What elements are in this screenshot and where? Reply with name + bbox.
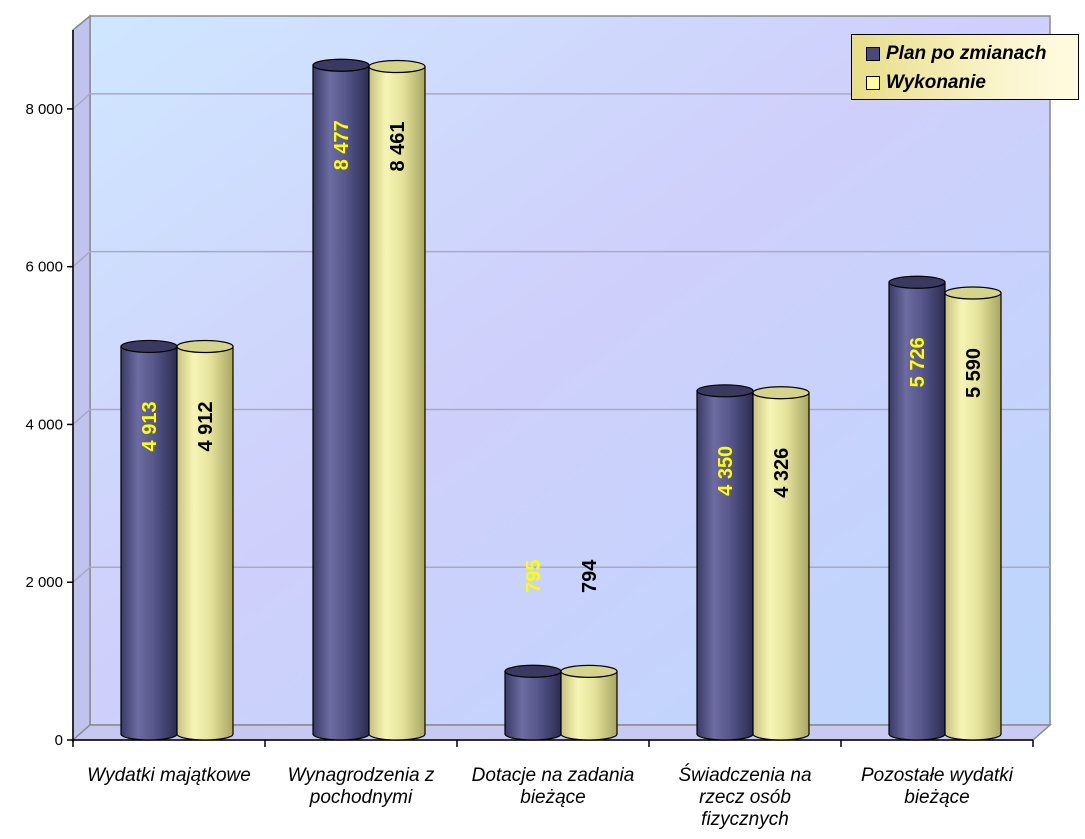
- category-label-line: fizycznych: [701, 809, 789, 830]
- data-label-plan: 4 913: [139, 401, 161, 451]
- bar-plan: [312, 58, 370, 741]
- bar-top-plan: [504, 664, 562, 678]
- plot-side-wall: [72, 14, 91, 742]
- data-label-plan: 4 350: [715, 446, 737, 496]
- y-tick-label: 0: [55, 732, 63, 749]
- bar-top-plan: [696, 384, 754, 398]
- bar-body-wykonanie: [368, 65, 426, 741]
- y-tick-label: 6 000: [25, 259, 63, 276]
- bar-plan: [504, 664, 562, 741]
- y-tick-label: 2 000: [25, 574, 63, 591]
- bar-top-wykonanie: [560, 664, 618, 678]
- legend-label-plan: Plan po zmianach: [886, 43, 1047, 64]
- bar-body-plan: [888, 281, 946, 741]
- bar-wykonanie: [176, 339, 234, 741]
- bar-body-plan: [504, 670, 562, 741]
- data-label-wykonanie: 4 326: [771, 448, 793, 498]
- category-label-line: pochodnymi: [309, 787, 413, 808]
- data-labels: 4 913 8 477 795 4 350 5 726 4 912 8 461 794 4 32…: [139, 120, 985, 593]
- y-tick-label: 8 000: [25, 101, 63, 118]
- bar-body-plan: [696, 390, 754, 741]
- category-label: Wynagrodzenia z pochodnymi: [288, 765, 435, 808]
- data-label-wykonanie: 4 912: [195, 401, 217, 451]
- bar-body-wykonanie: [176, 345, 234, 741]
- legend-swatch-plan: [866, 47, 880, 61]
- bar-top-plan: [888, 275, 946, 289]
- category-label-line: Świadczenia na: [678, 764, 811, 786]
- category-label: Wydatki majątkowe: [87, 765, 251, 786]
- data-label-wykonanie: 8 461: [387, 121, 409, 171]
- category-label-line: Wydatki majątkowe: [87, 765, 251, 786]
- legend-item-plan: Plan po zmianach: [866, 40, 1046, 68]
- data-label-wykonanie: 5 590: [963, 348, 985, 398]
- data-label-plan: 8 477: [331, 120, 353, 170]
- category-label: Świadczenia na rzecz osób fizycznych: [678, 764, 811, 830]
- category-label-line: Wynagrodzenia z: [288, 765, 435, 786]
- bars: [120, 58, 1002, 741]
- bar-top-wykonanie: [176, 339, 234, 354]
- category-label: Dotacje na zadania bieżące: [472, 765, 635, 808]
- bar-wykonanie: [368, 59, 426, 741]
- bar-top-plan: [312, 58, 370, 72]
- bar-wykonanie: [560, 664, 618, 741]
- data-label-plan: 795: [523, 560, 545, 593]
- bar-top-wykonanie: [944, 286, 1002, 300]
- category-label-line: Dotacje na zadania: [472, 765, 635, 786]
- category-label-line: Pozostałe wydatki: [861, 765, 1014, 786]
- gridline: [72, 250, 1050, 268]
- category-label-line: bieżące: [520, 787, 586, 808]
- data-label-plan: 5 726: [907, 337, 929, 387]
- bar-body-wykonanie: [752, 392, 810, 741]
- bar-body-wykonanie: [560, 670, 618, 741]
- bar-wykonanie: [752, 386, 810, 741]
- bar-wykonanie: [944, 286, 1002, 741]
- category-labels: Wydatki majątkowe Wynagrodzenia z pochodny…: [87, 764, 1014, 830]
- bar-plan: [888, 275, 946, 741]
- category-label-line: bieżące: [904, 787, 970, 808]
- bar-top-wykonanie: [368, 59, 426, 74]
- y-axis: 0 2 000 4 000 6 000 8 000: [25, 30, 74, 749]
- legend: Plan po zmianach Wykonanie: [851, 34, 1079, 100]
- category-label: Pozostałe wydatki bieżące: [861, 765, 1014, 808]
- bar-top-wykonanie: [752, 386, 810, 400]
- bar-top-plan: [120, 339, 178, 354]
- legend-label-wykonanie: Wykonanie: [886, 72, 986, 93]
- gridline: [72, 93, 1050, 110]
- category-label-line: rzecz osób: [699, 787, 791, 808]
- legend-swatch-wykonanie: [866, 76, 880, 90]
- bar-plan: [120, 339, 178, 741]
- data-label-wykonanie: 794: [579, 559, 601, 593]
- bar-body-plan: [120, 345, 178, 741]
- bar-plan: [696, 384, 754, 741]
- x-axis: [72, 739, 1034, 747]
- y-tick-label: 4 000: [25, 416, 63, 433]
- legend-item-wykonanie: Wykonanie: [866, 69, 986, 97]
- bar-body-plan: [312, 64, 370, 741]
- bar-body-wykonanie: [944, 292, 1002, 741]
